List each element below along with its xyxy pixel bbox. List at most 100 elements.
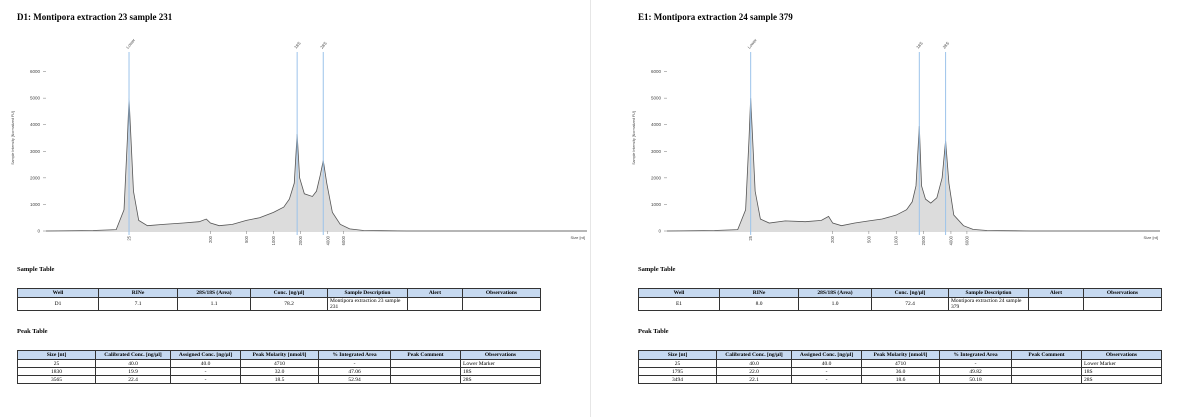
header-cell: Well: [17, 288, 99, 298]
x-tick-label: 500: [244, 235, 249, 243]
table-cell: [390, 359, 461, 368]
header-cell: Sample Description: [327, 288, 408, 298]
x-tick-label: 2000: [921, 235, 926, 245]
table-cell: 49.82: [939, 367, 1012, 376]
x-tick-label: 25: [748, 235, 753, 240]
section-title: Peak Table: [638, 328, 669, 335]
table-cell: 40.0: [170, 359, 241, 368]
electropherogram: 0 1000 2000 3000 4000 5000 6000 Sample Intensit…: [632, 37, 1160, 245]
table-cell: [462, 297, 541, 311]
sample-title: D1: Montipora extraction 23 sample 231: [17, 12, 173, 22]
peak-marker-label: Lower: [125, 37, 137, 49]
table-cell: -: [791, 367, 862, 376]
table-cell: [1011, 367, 1082, 376]
table-row: 25 40.0 40.0 4710- Lower Marker: [17, 359, 541, 368]
table-cell: [407, 297, 463, 311]
header-cell: Conc. [ng/µl]: [871, 288, 949, 298]
y-tick-label: 4000: [30, 122, 41, 127]
table-cell: D1: [17, 297, 99, 311]
table-row: E1 8.0 1.0 72.4 Montipora extraction 24 samp…: [638, 297, 1162, 311]
table-cell: 18.5: [240, 375, 319, 384]
header-cell: Alert: [407, 288, 463, 298]
table-cell: 7.1: [98, 297, 178, 311]
y-tick-label: 4000: [651, 122, 662, 127]
y-axis-label: Sample Intensity [Normalized FU]: [11, 111, 15, 165]
table-cell: 1830: [17, 367, 96, 376]
table-cell: E1: [638, 297, 720, 311]
table-cell: -: [170, 367, 241, 376]
header-cell: Sample Description: [948, 288, 1029, 298]
electropherogram: 0 1000 2000 3000 4000 5000 6000 Sample Intensit…: [11, 37, 587, 245]
x-tick-label: 200: [208, 235, 213, 243]
header-cell: Conc. [ng/µl]: [250, 288, 328, 298]
header-row: Well RINe 28S/18S (Area) Conc. [ng/µl] Sampl…: [17, 288, 541, 298]
table-cell: [390, 375, 461, 384]
x-tick-label: 1000: [894, 235, 899, 245]
table-cell: 19.9: [95, 367, 171, 376]
y-tick-label: 1000: [651, 202, 662, 207]
table-cell: 72.4: [871, 297, 949, 311]
y-tick-label: 5000: [651, 96, 662, 101]
y-tick-label: 3000: [30, 149, 41, 154]
peak-marker-label: 18S: [915, 41, 924, 50]
header-cell: Well: [638, 288, 720, 298]
table-cell: 78.2: [250, 297, 328, 311]
header-cell: Peak Molarity [nmol/l]: [240, 350, 319, 360]
x-tick-label: 4000: [325, 235, 330, 245]
header-cell: Observations: [460, 350, 541, 360]
header-cell: Alert: [1028, 288, 1084, 298]
header-cell: RINe: [719, 288, 799, 298]
header-cell: Size [nt]: [17, 350, 96, 360]
header-cell: Assigned Conc. [ng/µl]: [170, 350, 241, 360]
table-cell: 40.0: [791, 359, 862, 368]
divider: [590, 0, 591, 417]
table-cell: 1795: [638, 367, 717, 376]
report-panel: E1: Montipora extraction 24 sample 379 0 1…: [621, 0, 1183, 417]
table-cell: 18.6: [861, 375, 940, 384]
table-cell: 3494: [638, 375, 717, 384]
x-tick-label: 4000: [948, 235, 953, 245]
x-tick-label: 6000: [964, 235, 969, 245]
header-cell: Observations: [1081, 350, 1162, 360]
table-cell: -: [939, 359, 1012, 368]
header-cell: Observations: [462, 288, 541, 298]
header-cell: Peak Molarity [nmol/l]: [861, 350, 940, 360]
header-cell: RINe: [98, 288, 178, 298]
table-cell: -: [791, 375, 862, 384]
table-cell: 32.0: [240, 367, 319, 376]
table-cell: [1028, 297, 1084, 311]
sample-title: E1: Montipora extraction 24 sample 379: [638, 12, 793, 22]
table-cell: 4710: [861, 359, 940, 368]
section-title: Sample Table: [638, 266, 676, 273]
header-cell: 28S/18S (Area): [798, 288, 872, 298]
header-cell: Assigned Conc. [ng/µl]: [791, 350, 862, 360]
x-tick-label: 500: [866, 235, 871, 243]
section-title: Peak Table: [17, 328, 48, 335]
table-cell: 40.0: [95, 359, 171, 368]
y-tick-label: 1000: [30, 202, 41, 207]
x-tick-label: 1000: [271, 235, 276, 245]
y-tick-label: 6000: [30, 69, 41, 74]
table-cell: 1.1: [177, 297, 251, 311]
table-cell: 25: [638, 359, 717, 368]
table-cell: 18S: [1081, 367, 1162, 376]
header-cell: % Integrated Area: [318, 350, 391, 360]
header-cell: % Integrated Area: [939, 350, 1012, 360]
table-cell: 50.18: [939, 375, 1012, 384]
y-tick-label: 2000: [651, 175, 662, 180]
header-cell: Calibrated Conc. [ng/µl]: [716, 350, 792, 360]
table-cell: 28S: [1081, 375, 1162, 384]
table-cell: 52.94: [318, 375, 391, 384]
table-cell: 40.0: [716, 359, 792, 368]
header-cell: Observations: [1083, 288, 1162, 298]
x-axis-label: Size [nt]: [1144, 235, 1158, 240]
y-tick-label: 0: [37, 229, 40, 234]
table-cell: 8.0: [719, 297, 799, 311]
table-cell: 47.06: [318, 367, 391, 376]
table-cell: [1011, 359, 1082, 368]
header-row: Size [nt] Calibrated Conc. [ng/µl] Assigne…: [638, 350, 1162, 360]
table-cell: 4710: [240, 359, 319, 368]
x-tick-label: 200: [830, 235, 835, 243]
header-cell: 28S/18S (Area): [177, 288, 251, 298]
table-row: 1830 19.9-32.0 47.06 18S: [17, 367, 541, 376]
